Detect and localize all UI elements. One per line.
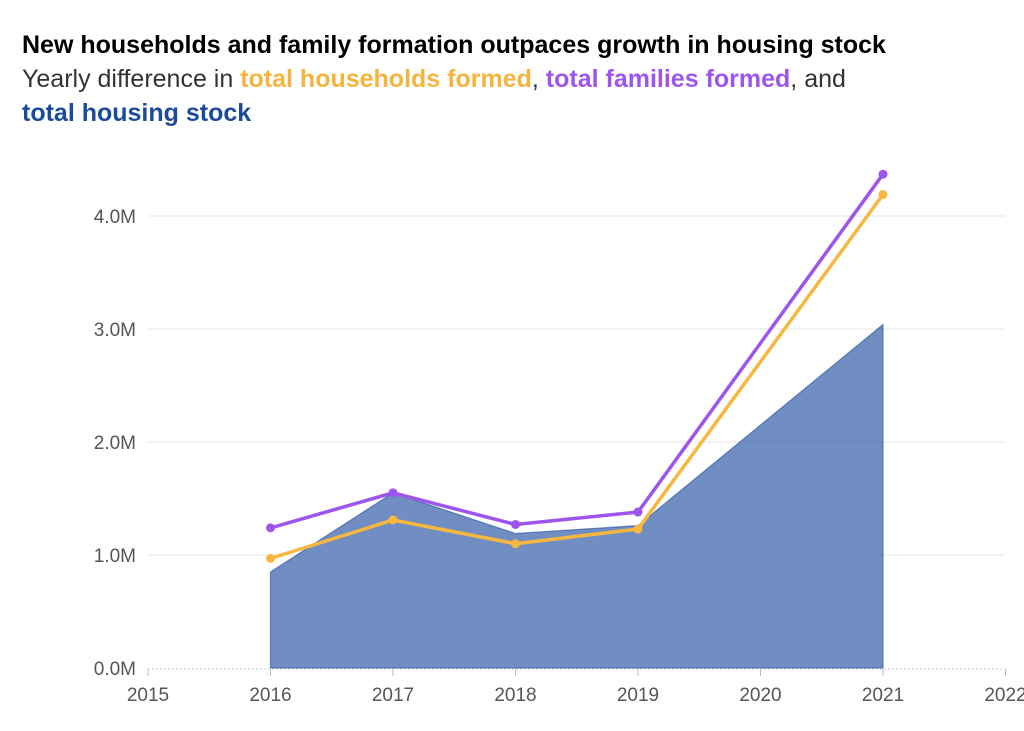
y-tick-label: 3.0M — [94, 320, 136, 341]
point-total-households-formed — [511, 539, 520, 549]
point-total-families-formed — [633, 507, 643, 517]
point-total-households-formed — [878, 190, 888, 200]
x-tick-label: 2020 — [739, 685, 781, 706]
x-tick-label: 2019 — [617, 685, 659, 706]
point-total-households-formed — [266, 553, 275, 563]
subtitle-text-2: , — [531, 65, 546, 93]
point-total-families-formed — [878, 169, 888, 179]
chart-header: New households and family formation outp… — [22, 28, 1012, 130]
point-total-families-formed — [266, 523, 275, 533]
x-tick-label: 2021 — [862, 685, 904, 706]
y-tick-label: 1.0M — [94, 546, 136, 567]
x-tick-label: 2018 — [494, 685, 536, 706]
y-tick-label: 4.0M — [94, 207, 136, 228]
x-tick-label: 2017 — [372, 685, 414, 706]
y-tick-label: 2.0M — [94, 433, 136, 454]
x-tick-label: 2015 — [127, 685, 169, 706]
point-total-families-formed — [511, 519, 520, 529]
point-total-families-formed — [388, 488, 398, 498]
legend-households: total households formed — [240, 65, 532, 93]
area-housing-stock — [269, 323, 884, 669]
point-total-households-formed — [388, 515, 398, 525]
legend-housing-stock: total housing stock — [22, 99, 252, 127]
chart-title: New households and family formation outp… — [22, 31, 886, 59]
subtitle-text-3: , and — [790, 65, 846, 93]
chart-subtitle: Yearly difference in total households fo… — [22, 62, 1012, 130]
point-total-households-formed — [633, 524, 643, 534]
x-tick-label: 2022 — [984, 685, 1024, 706]
x-tick-label: 2016 — [249, 685, 291, 706]
y-tick-label: 0.0M — [94, 659, 136, 680]
subtitle-text-1: Yearly difference in — [22, 65, 241, 93]
legend-families: total families formed — [545, 65, 791, 93]
